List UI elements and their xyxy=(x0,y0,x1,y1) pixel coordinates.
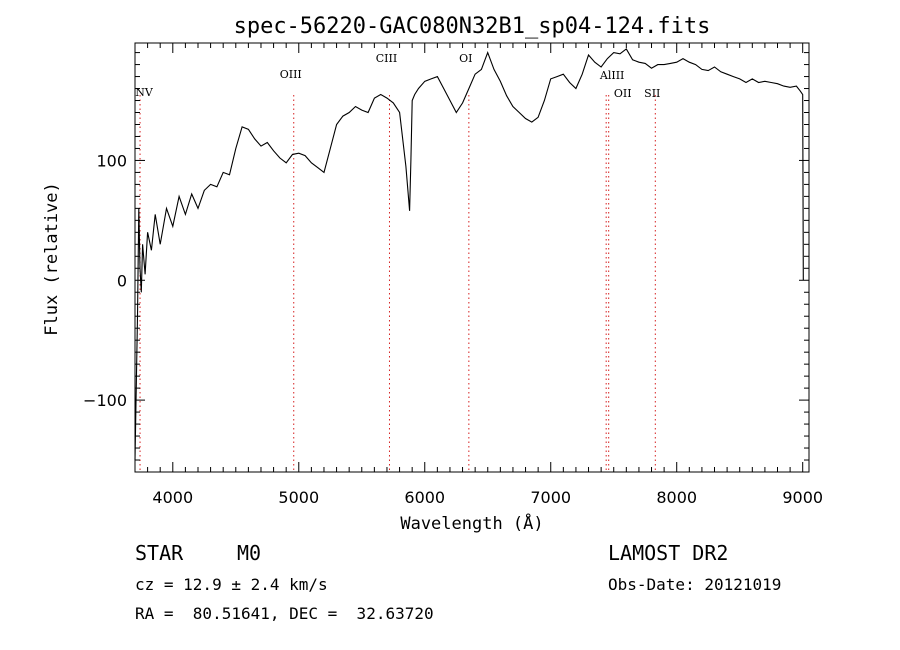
chart-title: spec-56220-GAC080N32B1_sp04-124.fits xyxy=(234,14,711,39)
coordinates: RA = 80.51641, DEC = 32.63720 xyxy=(135,604,434,623)
object-class: STAR xyxy=(135,541,184,565)
subclass: M0 xyxy=(237,541,262,565)
spectrum-line xyxy=(134,48,804,461)
line-marker-label-1: OIII xyxy=(280,68,302,81)
y-axis-label: Flux (relative) xyxy=(42,182,62,336)
plot-area: NV OIII CIII OI AlIII OII SII 4000 5000 6000 7000 8… xyxy=(83,42,823,507)
x-tick-label-7000: 7000 xyxy=(530,488,571,507)
line-marker-label-3: OI xyxy=(459,52,472,65)
x-tick-label-4000: 4000 xyxy=(152,488,193,507)
x-tick-label-8000: 8000 xyxy=(656,488,697,507)
x-tick-label-6000: 6000 xyxy=(404,488,445,507)
x-axis-label: Wavelength (Å) xyxy=(400,512,543,534)
obs-date: Obs-Date: 20121019 xyxy=(608,575,782,594)
x-tick-label-5000: 5000 xyxy=(278,488,319,507)
redshift-info: cz = 12.9 ± 2.4 km/s xyxy=(135,575,328,594)
plot-frame xyxy=(134,42,810,473)
line-marker-label-4: AlIII xyxy=(599,69,625,82)
y-tick-label-100: 100 xyxy=(96,151,127,170)
survey-name: LAMOST DR2 xyxy=(608,541,729,565)
line-marker-label-5: OII xyxy=(614,87,632,100)
x-tick-label-9000: 9000 xyxy=(782,488,823,507)
line-marker-label-2: CIII xyxy=(376,52,397,65)
y-tick-label-0: 0 xyxy=(117,271,127,290)
line-marker-label-0: NV xyxy=(135,86,154,99)
line-marker-label-6: SII xyxy=(644,87,660,100)
y-tick-label--100: −100 xyxy=(83,391,127,410)
